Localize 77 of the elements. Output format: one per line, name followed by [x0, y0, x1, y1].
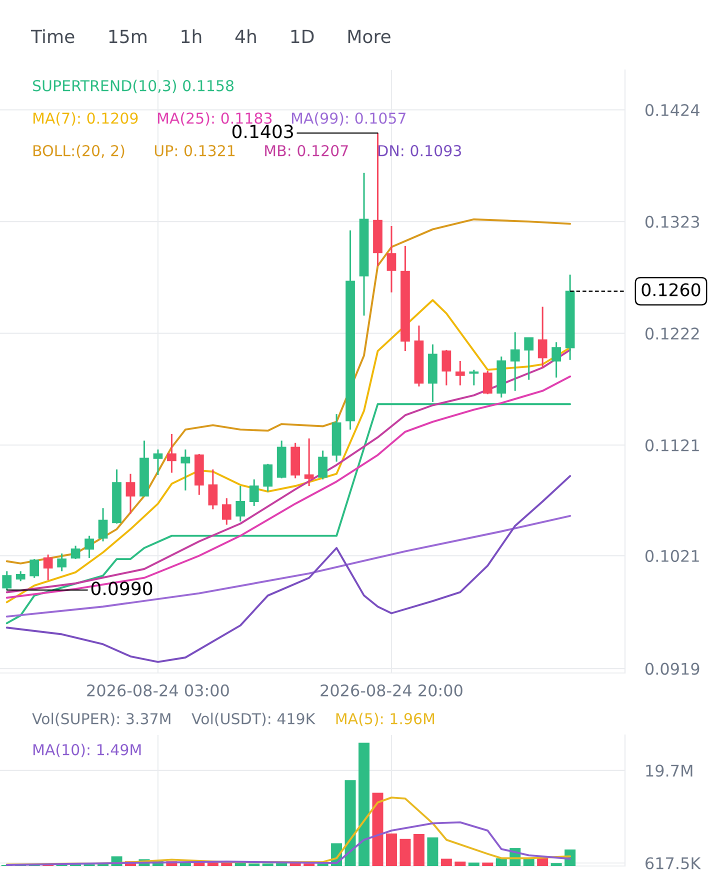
- candlestick: [469, 369, 479, 386]
- text: 1D: [291, 30, 314, 43]
- line-series: [6, 475, 572, 663]
- candlestick: [153, 448, 163, 476]
- text: MA(7): 0.1209: [33, 112, 138, 126]
- candlestick: [318, 450, 328, 480]
- bar: [550, 863, 562, 866]
- candlestick: [304, 438, 314, 487]
- text: SUPERTREND(10,3) 0.1158: [32, 80, 234, 94]
- y-tick-label: 0.0919: [646, 662, 700, 675]
- text: Vol(USDT): 419K: [192, 712, 316, 726]
- bar: [400, 838, 411, 866]
- ref-line-label: 0.1260: [642, 283, 700, 296]
- candlestick: [180, 448, 190, 492]
- candlestick: [236, 485, 246, 522]
- line-series: [6, 218, 572, 564]
- bar: [372, 792, 384, 866]
- bar: [386, 833, 397, 866]
- candlestick: [222, 497, 232, 526]
- text: Time: [30, 29, 74, 44]
- line-series: [6, 821, 572, 866]
- candlestick: [43, 554, 53, 581]
- text: 4h: [235, 29, 256, 43]
- bar: [468, 862, 480, 866]
- candlestick: [57, 552, 66, 572]
- candlestick: [167, 433, 176, 474]
- x-tick-label: 2026-08-24 03:00: [87, 684, 229, 696]
- candlestick: [552, 341, 561, 378]
- bar: [344, 780, 356, 866]
- y-tick-label: 0.1021: [646, 550, 699, 562]
- candlestick: [16, 570, 26, 582]
- text: MA(25): 0.1183: [158, 112, 272, 126]
- candlestick: [524, 336, 534, 381]
- text: MA(99): 0.1057: [292, 112, 406, 126]
- y-tick-label: 19.7M: [646, 764, 692, 777]
- annotation: 0.1403: [232, 124, 293, 138]
- text: MA(5): 1.96M: [336, 712, 434, 726]
- candlestick: [442, 349, 452, 386]
- candlestick: [84, 535, 94, 559]
- bar: [358, 742, 370, 866]
- line-series: [6, 299, 572, 604]
- bar: [413, 834, 424, 866]
- y-tick-label: 0.1424: [646, 104, 700, 116]
- candlestick: [482, 370, 492, 395]
- text: MA(10): 1.49M: [33, 744, 141, 758]
- text: Vol(SUPER): 3.37M: [32, 712, 170, 726]
- candlestick: [208, 468, 218, 510]
- text: DN: 0.1093: [378, 145, 461, 156]
- candlestick: [510, 331, 520, 392]
- candlestick: [386, 225, 396, 294]
- text: 1h: [182, 29, 202, 43]
- x-tick-label: 2026-08-24 20:00: [320, 684, 462, 696]
- candlestick: [538, 306, 548, 368]
- y-tick-label: 0.1323: [646, 216, 700, 228]
- y-tick-label: 0.1121: [646, 439, 699, 452]
- bar: [440, 858, 452, 866]
- line-series: [6, 514, 572, 618]
- annotation: BOLL:(20, 2): [33, 144, 124, 158]
- candlestick: [249, 478, 259, 507]
- candlestick: [455, 360, 465, 386]
- text: UP: 0.1321: [154, 145, 235, 156]
- text: 15m: [109, 30, 146, 44]
- candlestick: [98, 507, 108, 542]
- text: MB: 0.1207: [265, 145, 348, 156]
- bar: [427, 837, 438, 866]
- candlestick: [263, 463, 273, 492]
- annotation: 0.0990: [91, 582, 152, 596]
- y-tick-label: 617.5K: [646, 857, 701, 870]
- bar: [454, 862, 466, 866]
- candlestick: [70, 544, 80, 560]
- candlestick: [126, 473, 136, 514]
- candlestick: [2, 570, 12, 591]
- bar: [482, 862, 494, 866]
- y-tick-label: 0.1222: [646, 328, 699, 340]
- candlestick: [30, 558, 40, 579]
- bar: [496, 858, 507, 866]
- text: More: [348, 30, 390, 44]
